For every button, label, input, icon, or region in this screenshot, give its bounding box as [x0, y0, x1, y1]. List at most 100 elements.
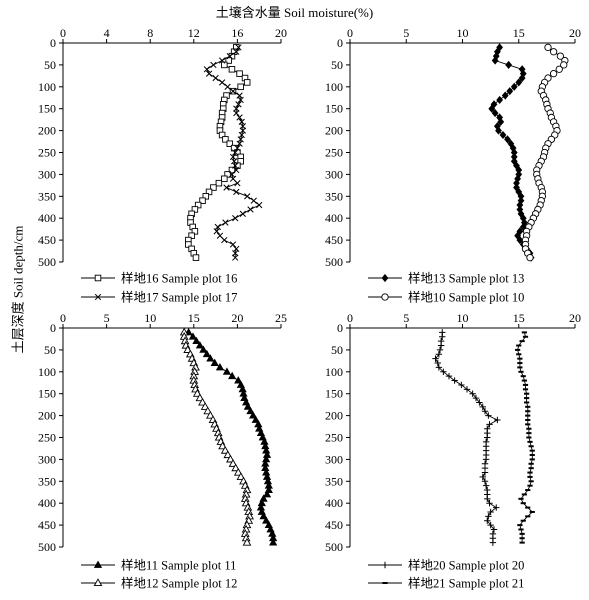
data-point: [244, 193, 251, 200]
y-tick-label: 200: [325, 409, 343, 423]
data-point: [221, 236, 228, 244]
data-point: [526, 253, 534, 262]
data-point: [215, 363, 225, 371]
data-point: [222, 136, 229, 143]
data-point: [205, 188, 213, 196]
data-point: [192, 254, 200, 261]
legend-label: 样地20 Sample plot 20: [408, 558, 524, 573]
x-tick-label: 25: [275, 311, 287, 325]
data-point: [437, 342, 445, 349]
legend-label: 样地12 Sample plot 12: [121, 576, 237, 591]
chart-panel-top-right: 0 5 10 15 20050100150200250300350400450500样地…: [325, 26, 581, 305]
data-point: [485, 513, 492, 520]
y-tick-label: 100: [38, 80, 56, 94]
data-point: [224, 171, 231, 178]
legend-marker: [94, 293, 102, 301]
data-point: [482, 456, 490, 463]
y-tick-label: 0: [50, 36, 56, 50]
y-tick-label: 450: [38, 518, 56, 532]
y-tick-label: 150: [38, 102, 56, 116]
data-point: [518, 73, 526, 83]
x-tick-label: 10: [457, 26, 469, 40]
data-point: [445, 372, 453, 380]
y-tick-label: 400: [38, 211, 56, 225]
data-point: [484, 434, 491, 441]
data-point: [232, 215, 239, 222]
data-point: [192, 388, 202, 397]
data-point: [491, 56, 499, 65]
data-point: [236, 472, 246, 480]
data-point: [228, 66, 236, 73]
data-point: [188, 332, 198, 340]
y-tick-label: 250: [325, 431, 343, 445]
y-tick-label: 300: [38, 452, 56, 466]
y-tick-label: 250: [38, 431, 56, 445]
y-tick-label: 500: [38, 540, 56, 554]
y-tick-label: 450: [38, 233, 56, 247]
x-tick-label: 5: [104, 311, 110, 325]
legend-label: 样地16 Sample plot 16: [121, 271, 237, 286]
data-point: [436, 346, 444, 354]
data-point: [239, 210, 247, 217]
y-tick-label: 350: [38, 189, 56, 203]
data-point: [495, 126, 502, 135]
legend-marker: [93, 560, 103, 568]
data-point: [199, 197, 206, 204]
legend-marker: [381, 273, 389, 283]
data-point: [243, 79, 251, 86]
data-point: [218, 57, 226, 64]
data-point: [247, 206, 254, 213]
data-point: [432, 355, 439, 362]
data-point: [185, 241, 192, 248]
y-tick-label: 200: [38, 409, 56, 423]
data-point: [491, 109, 499, 118]
data-point: [199, 345, 208, 353]
x-tick-label: 20: [569, 26, 581, 40]
data-point: [233, 467, 243, 476]
data-point: [481, 469, 489, 476]
data-point: [501, 91, 509, 100]
legend-marker: [381, 561, 389, 569]
data-point: [228, 459, 238, 467]
data-point: [484, 517, 491, 524]
x-tick-label: 0: [60, 26, 66, 40]
data-point: [203, 66, 211, 73]
data-point: [488, 104, 496, 113]
y-tick-label: 200: [325, 124, 343, 138]
y-tick-label: 300: [325, 167, 343, 181]
data-point: [269, 538, 278, 546]
data-point: [215, 179, 223, 187]
x-tick-label: 5: [403, 26, 409, 40]
data-point: [506, 87, 514, 96]
data-point: [262, 490, 272, 498]
y-tick-label: 500: [38, 255, 56, 269]
y-tick-label: 0: [337, 321, 343, 335]
y-tick-label: 350: [38, 474, 56, 488]
data-point: [212, 74, 219, 82]
data-point: [235, 101, 242, 108]
data-point: [233, 48, 240, 55]
data-point: [210, 184, 217, 191]
data-point: [485, 412, 492, 419]
data-point: [489, 539, 497, 546]
data-point: [222, 367, 232, 375]
y-tick-label: 450: [325, 518, 343, 532]
data-point: [192, 336, 201, 345]
data-point: [191, 228, 199, 235]
data-point: [205, 70, 213, 77]
x-tick-label: 0: [347, 26, 353, 40]
data-point: [231, 463, 241, 472]
x-tick-label: 16: [231, 26, 243, 40]
data-point: [487, 508, 494, 516]
data-point: [200, 402, 210, 410]
y-tick-label: 50: [44, 343, 56, 357]
data-point: [440, 368, 447, 375]
data-point: [234, 180, 241, 187]
data-point: [555, 65, 563, 73]
data-point: [248, 411, 258, 419]
series-triangle-open: [179, 327, 254, 546]
data-point: [490, 526, 498, 533]
data-point: [560, 61, 568, 69]
x-tick-label: 20: [275, 26, 287, 40]
